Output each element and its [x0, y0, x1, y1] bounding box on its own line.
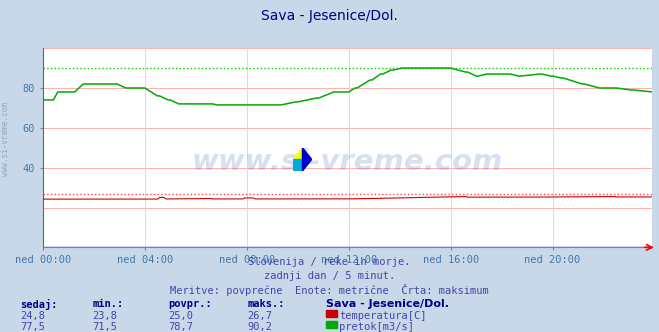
Text: 77,5: 77,5 [20, 322, 45, 332]
Text: 90,2: 90,2 [247, 322, 272, 332]
Text: Sava - Jesenice/Dol.: Sava - Jesenice/Dol. [326, 299, 449, 309]
Text: Slovenija / reke in morje.: Slovenija / reke in morje. [248, 257, 411, 267]
Polygon shape [302, 148, 312, 171]
Text: povpr.:: povpr.: [168, 299, 212, 309]
Text: min.:: min.: [92, 299, 123, 309]
Text: 78,7: 78,7 [168, 322, 193, 332]
Text: temperatura[C]: temperatura[C] [339, 311, 427, 321]
Text: zadnji dan / 5 minut.: zadnji dan / 5 minut. [264, 271, 395, 281]
Text: Sava - Jesenice/Dol.: Sava - Jesenice/Dol. [261, 9, 398, 23]
Text: 23,8: 23,8 [92, 311, 117, 321]
Text: www.si-vreme.com: www.si-vreme.com [192, 148, 503, 176]
Text: pretok[m3/s]: pretok[m3/s] [339, 322, 415, 332]
Text: 25,0: 25,0 [168, 311, 193, 321]
Text: 26,7: 26,7 [247, 311, 272, 321]
Text: 24,8: 24,8 [20, 311, 45, 321]
Text: www.si-vreme.com: www.si-vreme.com [1, 103, 10, 176]
Polygon shape [293, 159, 302, 171]
Text: Meritve: povprečne  Enote: metrične  Črta: maksimum: Meritve: povprečne Enote: metrične Črta:… [170, 284, 489, 296]
Text: 71,5: 71,5 [92, 322, 117, 332]
Text: maks.:: maks.: [247, 299, 285, 309]
Polygon shape [293, 148, 302, 159]
Text: sedaj:: sedaj: [20, 299, 57, 310]
